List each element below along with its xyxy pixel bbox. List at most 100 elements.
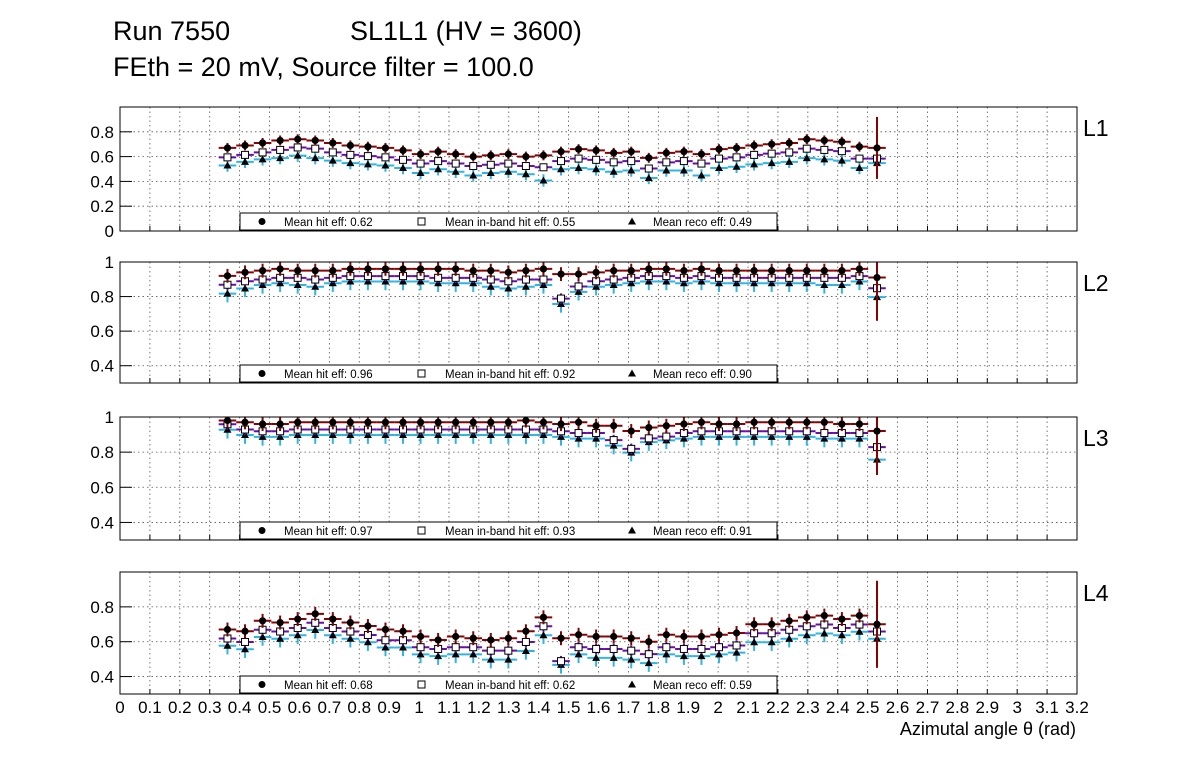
panel-frame (119, 416, 1078, 541)
inband-point (679, 644, 688, 653)
hit-point (662, 265, 670, 273)
hit-point (469, 267, 477, 275)
y-tick-label: 0.8 (90, 443, 114, 462)
hit-point (820, 418, 828, 426)
reco-point (416, 650, 425, 658)
hit-point (381, 625, 390, 634)
hit-point (855, 420, 864, 428)
hit-point (258, 617, 267, 625)
hit-point (855, 143, 864, 151)
reco-point (328, 156, 337, 164)
reco-point (311, 154, 320, 162)
reco-point (328, 631, 337, 639)
hit-point (662, 631, 670, 639)
panel-frame (119, 571, 1078, 695)
reco-point (855, 164, 864, 172)
hit-point (592, 422, 600, 430)
legend-hit-marker (258, 218, 266, 225)
hit-point (416, 418, 425, 426)
hit-point (364, 622, 372, 630)
hit-point (276, 618, 284, 627)
hit-point (750, 620, 758, 628)
hit-point (469, 153, 477, 161)
inband-point (328, 148, 337, 157)
hit-point (487, 267, 495, 275)
reco-point (276, 154, 285, 162)
legend-inband-text: Mean in-band hit eff: 0.62 (445, 680, 575, 692)
hit-point (715, 631, 723, 639)
y-tick-label: 0.4 (90, 513, 114, 532)
hit-point (522, 627, 530, 635)
x-tick-label: 0.2 (168, 698, 192, 717)
x-tick-label: 1.1 (437, 698, 461, 717)
panel-label: L4 (1083, 580, 1109, 606)
hit-point (803, 613, 811, 621)
reco-point (434, 165, 443, 173)
inband-point (557, 294, 566, 303)
hit-point (311, 418, 319, 426)
hit-point (434, 148, 442, 156)
reco-point (486, 169, 495, 176)
legend-box (239, 212, 778, 231)
reco-point (837, 631, 846, 639)
inband-point (627, 444, 636, 453)
inband-point (451, 159, 460, 168)
inband-point (574, 154, 583, 163)
hit-point (522, 416, 530, 425)
y-tick-label: 0.6 (90, 478, 114, 497)
reco-point (592, 165, 601, 173)
hit-point (838, 615, 846, 623)
reco-point (767, 638, 776, 646)
inband-point (662, 158, 671, 167)
legend-hit-text: Mean hit eff: 0.96 (284, 369, 373, 381)
inband-point (802, 144, 811, 153)
legend-reco-marker (628, 680, 636, 688)
hit-point (469, 418, 477, 426)
reco-point (223, 161, 232, 169)
inband-point (381, 636, 390, 645)
inband-point (644, 164, 653, 173)
reco-point (644, 173, 653, 181)
reco-point (399, 643, 408, 651)
x-tick-label: 2.4 (826, 698, 850, 717)
reco-point (627, 655, 636, 663)
hit-point (680, 632, 688, 641)
hit-point (364, 143, 372, 151)
inband-point (434, 157, 443, 166)
inband-point (504, 646, 513, 655)
reco-point (644, 659, 653, 667)
hit-point (662, 422, 670, 430)
inband-point (627, 157, 636, 166)
hit-point (452, 418, 460, 426)
hit-point (539, 613, 548, 621)
hit-point (223, 272, 232, 280)
legend-hit-marker (258, 527, 266, 534)
hit-point (873, 620, 881, 628)
hit-point (873, 273, 881, 282)
hit-point (381, 144, 390, 152)
x-tick-label: 0 (115, 698, 124, 717)
x-tick-label: 1.3 (497, 698, 521, 717)
inband-point (574, 282, 583, 291)
inband-point (486, 160, 495, 169)
reco-point (504, 655, 513, 663)
reco-point (469, 650, 478, 658)
inband-point (627, 646, 636, 655)
hit-point (223, 416, 232, 425)
reco-point (627, 166, 636, 174)
reco-point (276, 634, 285, 642)
hit-point (732, 267, 741, 275)
hit-point (627, 427, 635, 435)
hit-point (803, 267, 811, 275)
hit-point (329, 139, 337, 147)
y-tick-label: 0.8 (90, 598, 114, 617)
reco-point (486, 655, 495, 663)
legend-reco-text: Mean reco eff: 0.59 (653, 680, 752, 692)
hit-point (294, 135, 302, 143)
hit-point (610, 267, 618, 275)
hit-point (732, 420, 741, 428)
inband-point (346, 150, 355, 159)
hit-point (487, 418, 495, 426)
panel-frame (119, 261, 1078, 384)
chamber-title: SL1L1 (HV = 3600) (350, 16, 582, 46)
